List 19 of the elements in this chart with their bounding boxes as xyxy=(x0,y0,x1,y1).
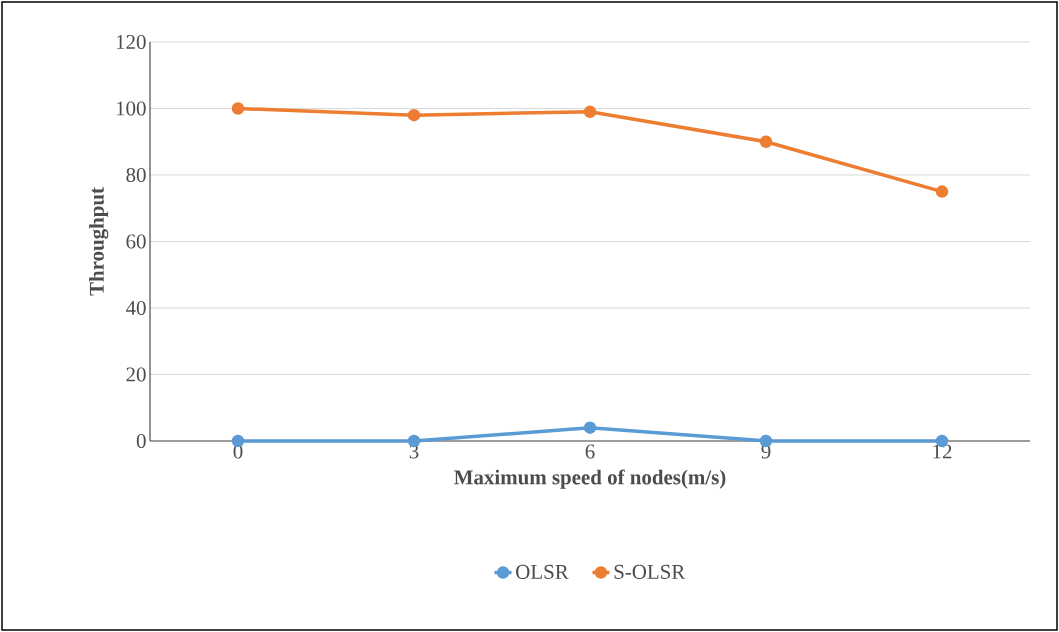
y-tick-label: 120 xyxy=(116,34,146,50)
x-axis-title: Maximum speed of nodes(m/s) xyxy=(454,469,726,489)
x-tick-label: 6 xyxy=(585,444,595,459)
y-tick-label: 80 xyxy=(126,167,146,183)
x-tick-label: 12 xyxy=(933,444,952,459)
legend-label: S-OLSR xyxy=(614,564,686,579)
point xyxy=(231,102,245,115)
y-tick-label: 40 xyxy=(125,300,146,316)
point xyxy=(935,185,949,198)
point xyxy=(407,108,421,122)
y-tick-label: 100 xyxy=(116,101,146,116)
y-axis-title: Throughput xyxy=(89,187,109,296)
y-tick-label: 0 xyxy=(136,433,146,449)
point xyxy=(759,135,773,148)
point xyxy=(583,421,597,434)
point xyxy=(583,105,597,119)
y-tick-label: 20 xyxy=(126,367,146,382)
legend-label: OLSR xyxy=(516,564,569,579)
y-tick-label: 60 xyxy=(126,234,146,249)
